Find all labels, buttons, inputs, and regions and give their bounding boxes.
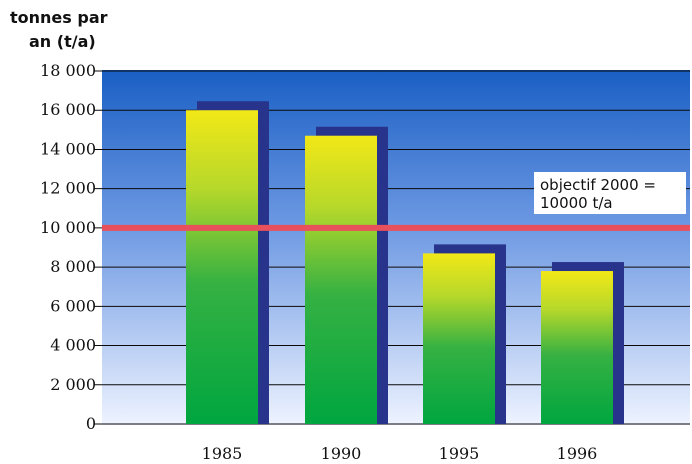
y-tick-label: 10 000	[40, 218, 96, 237]
y-tick-label: 12 000	[40, 179, 96, 198]
bar	[541, 271, 613, 424]
y-axis-ticks: 0 2 000 4 000 6 000 8 000 10 000 12 000 14 000 1…	[40, 61, 96, 433]
y-tick-label: 4 000	[50, 336, 96, 355]
target-annotation-box	[534, 172, 686, 214]
x-tick-label: 1990	[321, 444, 362, 463]
y-tick-label: 16 000	[40, 100, 96, 119]
bar	[305, 135, 377, 424]
y-tick-label: 6 000	[50, 296, 96, 315]
bar	[186, 110, 258, 424]
x-axis-ticks: 1985 1990 1995 1996	[202, 444, 598, 463]
x-tick-label: 1985	[202, 444, 243, 463]
y-tick-label: 8 000	[50, 257, 96, 276]
y-tick-label: 18 000	[40, 61, 96, 80]
bars	[186, 101, 624, 424]
target-annotation-line-2: 10000 t/a	[540, 194, 613, 212]
bar	[423, 253, 495, 424]
y-tick-label: 0	[86, 414, 96, 433]
y-axis-label-line-1: tonnes par	[10, 8, 108, 27]
x-tick-label: 1996	[557, 444, 598, 463]
y-axis-label-line-2: an (t/a)	[29, 32, 96, 51]
target-annotation-line-1: objectif 2000 =	[540, 176, 656, 194]
y-tick-label: 14 000	[40, 139, 96, 158]
y-tick-label: 2 000	[50, 375, 96, 394]
x-tick-label: 1995	[439, 444, 480, 463]
